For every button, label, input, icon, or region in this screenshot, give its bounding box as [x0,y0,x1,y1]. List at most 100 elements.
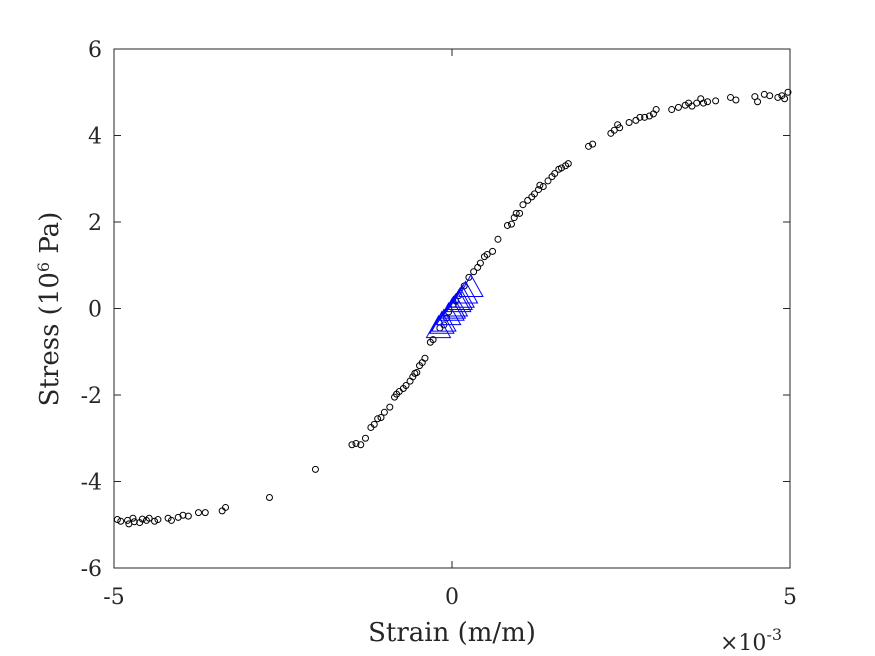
circle-point [544,177,552,185]
circle-point [732,96,740,104]
circle-point [374,415,382,423]
circle-point [616,124,624,132]
y-tick-label: 6 [88,38,102,63]
circle-point [693,99,701,107]
circle-point [179,511,187,519]
circle-point [641,113,649,121]
circle-point [585,142,593,150]
y-axis-title-main: Stress (10 [35,272,65,406]
circle-point [699,99,707,107]
tick-labels: -5 0 5 -6 -4 -2 0 2 4 6 [81,38,797,610]
circle-point [551,170,559,178]
circle-point [184,512,192,520]
circle-point [589,140,597,148]
circle-point [402,381,410,389]
circle-point [470,268,478,276]
x-tick-label: -5 [103,585,124,610]
circle-point [636,113,644,121]
circle-point [167,516,175,524]
x-exponent-base: ×10 [720,631,766,656]
circle-point [476,259,484,267]
ticks [113,48,791,569]
circle-point [348,441,356,449]
triangle-point [452,280,479,304]
circle-point [766,92,774,100]
circle-point [536,181,544,189]
circle-point [645,112,653,120]
circle-point [311,465,319,473]
x-exponent-label: ×10-3 [720,625,782,656]
circle-point [113,516,121,524]
triangle-point [458,273,484,297]
y-tick-label: 4 [88,125,102,150]
data-marks [113,88,792,528]
circle-point [668,106,676,114]
circle-point [130,518,138,526]
circle-point [380,408,388,416]
circle-point [784,88,792,96]
circle-point [386,403,394,411]
circle-point [154,516,162,524]
circle-point [712,97,720,105]
circle-point [530,190,538,198]
circle-point [625,119,633,127]
circle-point [151,517,159,525]
circle-point [361,434,369,442]
triangle-point [447,286,473,310]
circle-point [727,93,735,101]
circle-point [674,103,682,111]
circle-point [503,221,511,229]
circle-point [610,126,618,134]
x-axis-title: Strain (m/m) [368,618,536,648]
circle-point [377,413,385,421]
triangle-point [429,310,455,334]
circle-point [507,220,515,228]
y-axis-title-superscript: 6 [34,262,53,272]
circle-point [201,509,209,517]
circle-point [352,439,360,447]
circle-point [558,164,566,172]
circle-point [117,517,125,525]
circle-point [652,106,660,114]
circle-point [421,354,429,362]
circle-point [265,494,273,502]
y-tick-label: 2 [88,211,102,236]
x-tick-label: 5 [783,585,797,610]
circle-point [516,209,524,217]
circle-point [512,209,520,217]
circle-point [129,514,137,522]
x-exponent-power: -3 [766,625,782,644]
triangle-point [440,295,467,319]
circle-point [774,93,782,101]
y-axis-title: Stress (106 Pa) [34,212,65,407]
circle-point [704,98,712,106]
circle-point [483,250,491,258]
circle-point [145,514,153,522]
circle-point [370,420,378,428]
circle-point [357,441,365,449]
circle-point [564,160,572,168]
triangle-point [442,293,469,317]
circle-point [754,98,762,106]
y-axis-title-end: Pa) [35,212,65,262]
circle-point [222,503,230,511]
circle-point [524,196,532,204]
triangle-point [425,314,452,339]
circle-point [409,373,417,381]
circle-point [494,235,502,243]
x-tick-label: 0 [445,585,459,610]
circle-point [138,515,146,523]
circle-point [429,336,437,344]
circle-point [413,369,421,377]
circle-point [519,201,527,209]
circle-point [781,95,789,103]
circle-point [510,214,518,222]
circle-point [489,247,497,255]
circle-point [195,509,202,517]
y-tick-label: -2 [81,384,102,409]
y-tick-label: -4 [81,471,102,496]
circle-point [539,183,547,191]
y-tick-label: -6 [81,557,102,582]
y-tick-label: 0 [88,298,102,323]
